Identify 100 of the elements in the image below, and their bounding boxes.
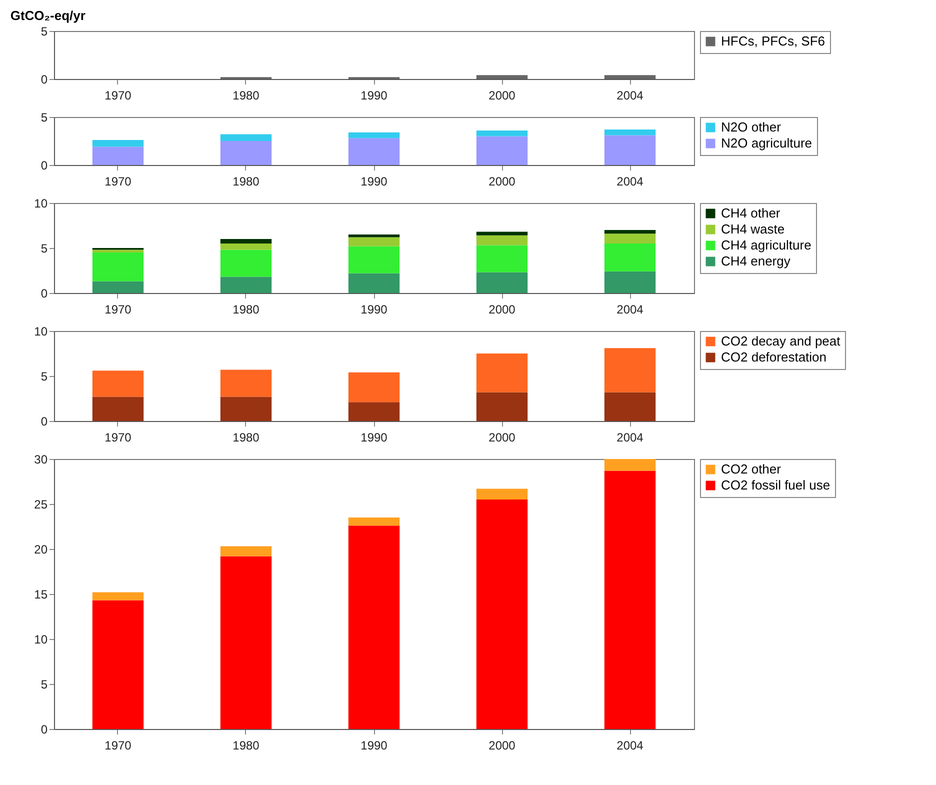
- x-tick-label: 1990: [360, 88, 388, 102]
- bar: [348, 273, 400, 293]
- bar: [604, 244, 656, 272]
- chart-title: GtCO₂-eq/yr: [10, 8, 86, 23]
- bar: [92, 146, 144, 165]
- x-tick-label: 2000: [488, 174, 516, 188]
- bar: [92, 600, 144, 729]
- y-tick-label: 0: [40, 722, 48, 736]
- x-tick-label: 1980: [232, 738, 260, 752]
- bar: [92, 370, 144, 397]
- x-tick-label: 1970: [104, 88, 132, 102]
- legend-label: N2O other: [721, 120, 782, 134]
- y-tick-label: 0: [40, 72, 48, 86]
- bar: [220, 396, 272, 421]
- y-tick-label: 0: [40, 414, 48, 428]
- bar: [476, 272, 528, 293]
- bar: [476, 232, 528, 236]
- bar: [348, 526, 400, 729]
- x-tick-label: 1970: [104, 302, 132, 316]
- bar: [604, 271, 656, 293]
- y-tick-label: 5: [40, 370, 48, 384]
- legend-label: CH4 agriculture: [721, 238, 812, 252]
- x-tick-label: 2004: [616, 738, 644, 752]
- x-tick-label: 1980: [232, 430, 260, 444]
- x-tick-label: 1990: [360, 430, 388, 444]
- legend-label: CH4 waste: [721, 222, 785, 236]
- x-tick-label: 1980: [232, 88, 260, 102]
- legend-label: CO2 other: [721, 462, 782, 476]
- bar: [220, 250, 272, 277]
- bar: [348, 132, 400, 138]
- bar: [476, 235, 528, 246]
- y-tick-label: 15: [34, 588, 48, 602]
- y-tick-label: 25: [34, 498, 48, 512]
- bar: [92, 396, 144, 421]
- legend-label: CO2 fossil fuel use: [721, 478, 830, 492]
- x-tick-label: 2004: [616, 174, 644, 188]
- y-tick-label: 0: [40, 158, 48, 172]
- bar: [220, 276, 272, 293]
- y-tick-label: 10: [34, 196, 48, 210]
- x-tick-label: 1970: [104, 430, 132, 444]
- legend-label: CO2 deforestation: [721, 350, 827, 364]
- bar: [92, 252, 144, 282]
- x-tick-label: 1970: [104, 738, 132, 752]
- bar: [476, 488, 528, 500]
- bar: [604, 230, 656, 234]
- y-tick-label: 0: [40, 286, 48, 300]
- bar: [604, 234, 656, 244]
- bar: [604, 135, 656, 165]
- x-tick-label: 1980: [232, 174, 260, 188]
- x-tick-label: 2004: [616, 302, 644, 316]
- bar: [348, 518, 400, 526]
- bar: [604, 129, 656, 136]
- legend-label: N2O agriculture: [721, 136, 812, 150]
- bar: [476, 500, 528, 729]
- bar: [92, 592, 144, 600]
- x-tick-label: 1980: [232, 302, 260, 316]
- x-tick-label: 2004: [616, 430, 644, 444]
- x-tick-label: 1990: [360, 174, 388, 188]
- x-tick-label: 2000: [488, 88, 516, 102]
- y-tick-label: 30: [34, 452, 48, 466]
- bar: [92, 281, 144, 293]
- bar: [348, 237, 400, 246]
- bar: [476, 354, 528, 392]
- bar: [604, 459, 656, 471]
- bar: [92, 250, 144, 252]
- bar: [220, 244, 272, 250]
- bar: [476, 136, 528, 165]
- bar: [220, 546, 272, 556]
- bar: [476, 130, 528, 136]
- bar: [348, 402, 400, 421]
- bar: [604, 348, 656, 392]
- bar: [348, 246, 400, 274]
- legend-label: CO2 decay and peat: [721, 334, 841, 348]
- bar: [476, 392, 528, 421]
- bar: [220, 239, 272, 244]
- y-tick-label: 20: [34, 542, 48, 556]
- x-tick-label: 2000: [488, 302, 516, 316]
- x-tick-label: 2004: [616, 88, 644, 102]
- bar: [220, 141, 272, 165]
- x-tick-label: 1970: [104, 174, 132, 188]
- y-tick-label: 5: [40, 24, 48, 38]
- bar: [348, 372, 400, 402]
- bar: [220, 370, 272, 397]
- y-tick-label: 5: [40, 242, 48, 256]
- legend-label: HFCs, PFCs, SF6: [721, 34, 826, 48]
- x-tick-label: 1990: [360, 738, 388, 752]
- x-tick-label: 2000: [488, 738, 516, 752]
- bar: [220, 134, 272, 141]
- y-tick-label: 5: [40, 678, 48, 692]
- bar: [348, 234, 400, 238]
- x-tick-label: 1990: [360, 302, 388, 316]
- y-tick-label: 5: [40, 110, 48, 124]
- y-tick-label: 10: [34, 324, 48, 338]
- y-tick-label: 10: [34, 632, 48, 646]
- bar: [604, 470, 656, 729]
- bar: [220, 556, 272, 729]
- bar: [476, 245, 528, 272]
- legend-label: CH4 energy: [721, 254, 791, 268]
- x-tick-label: 2000: [488, 430, 516, 444]
- bar: [92, 140, 144, 147]
